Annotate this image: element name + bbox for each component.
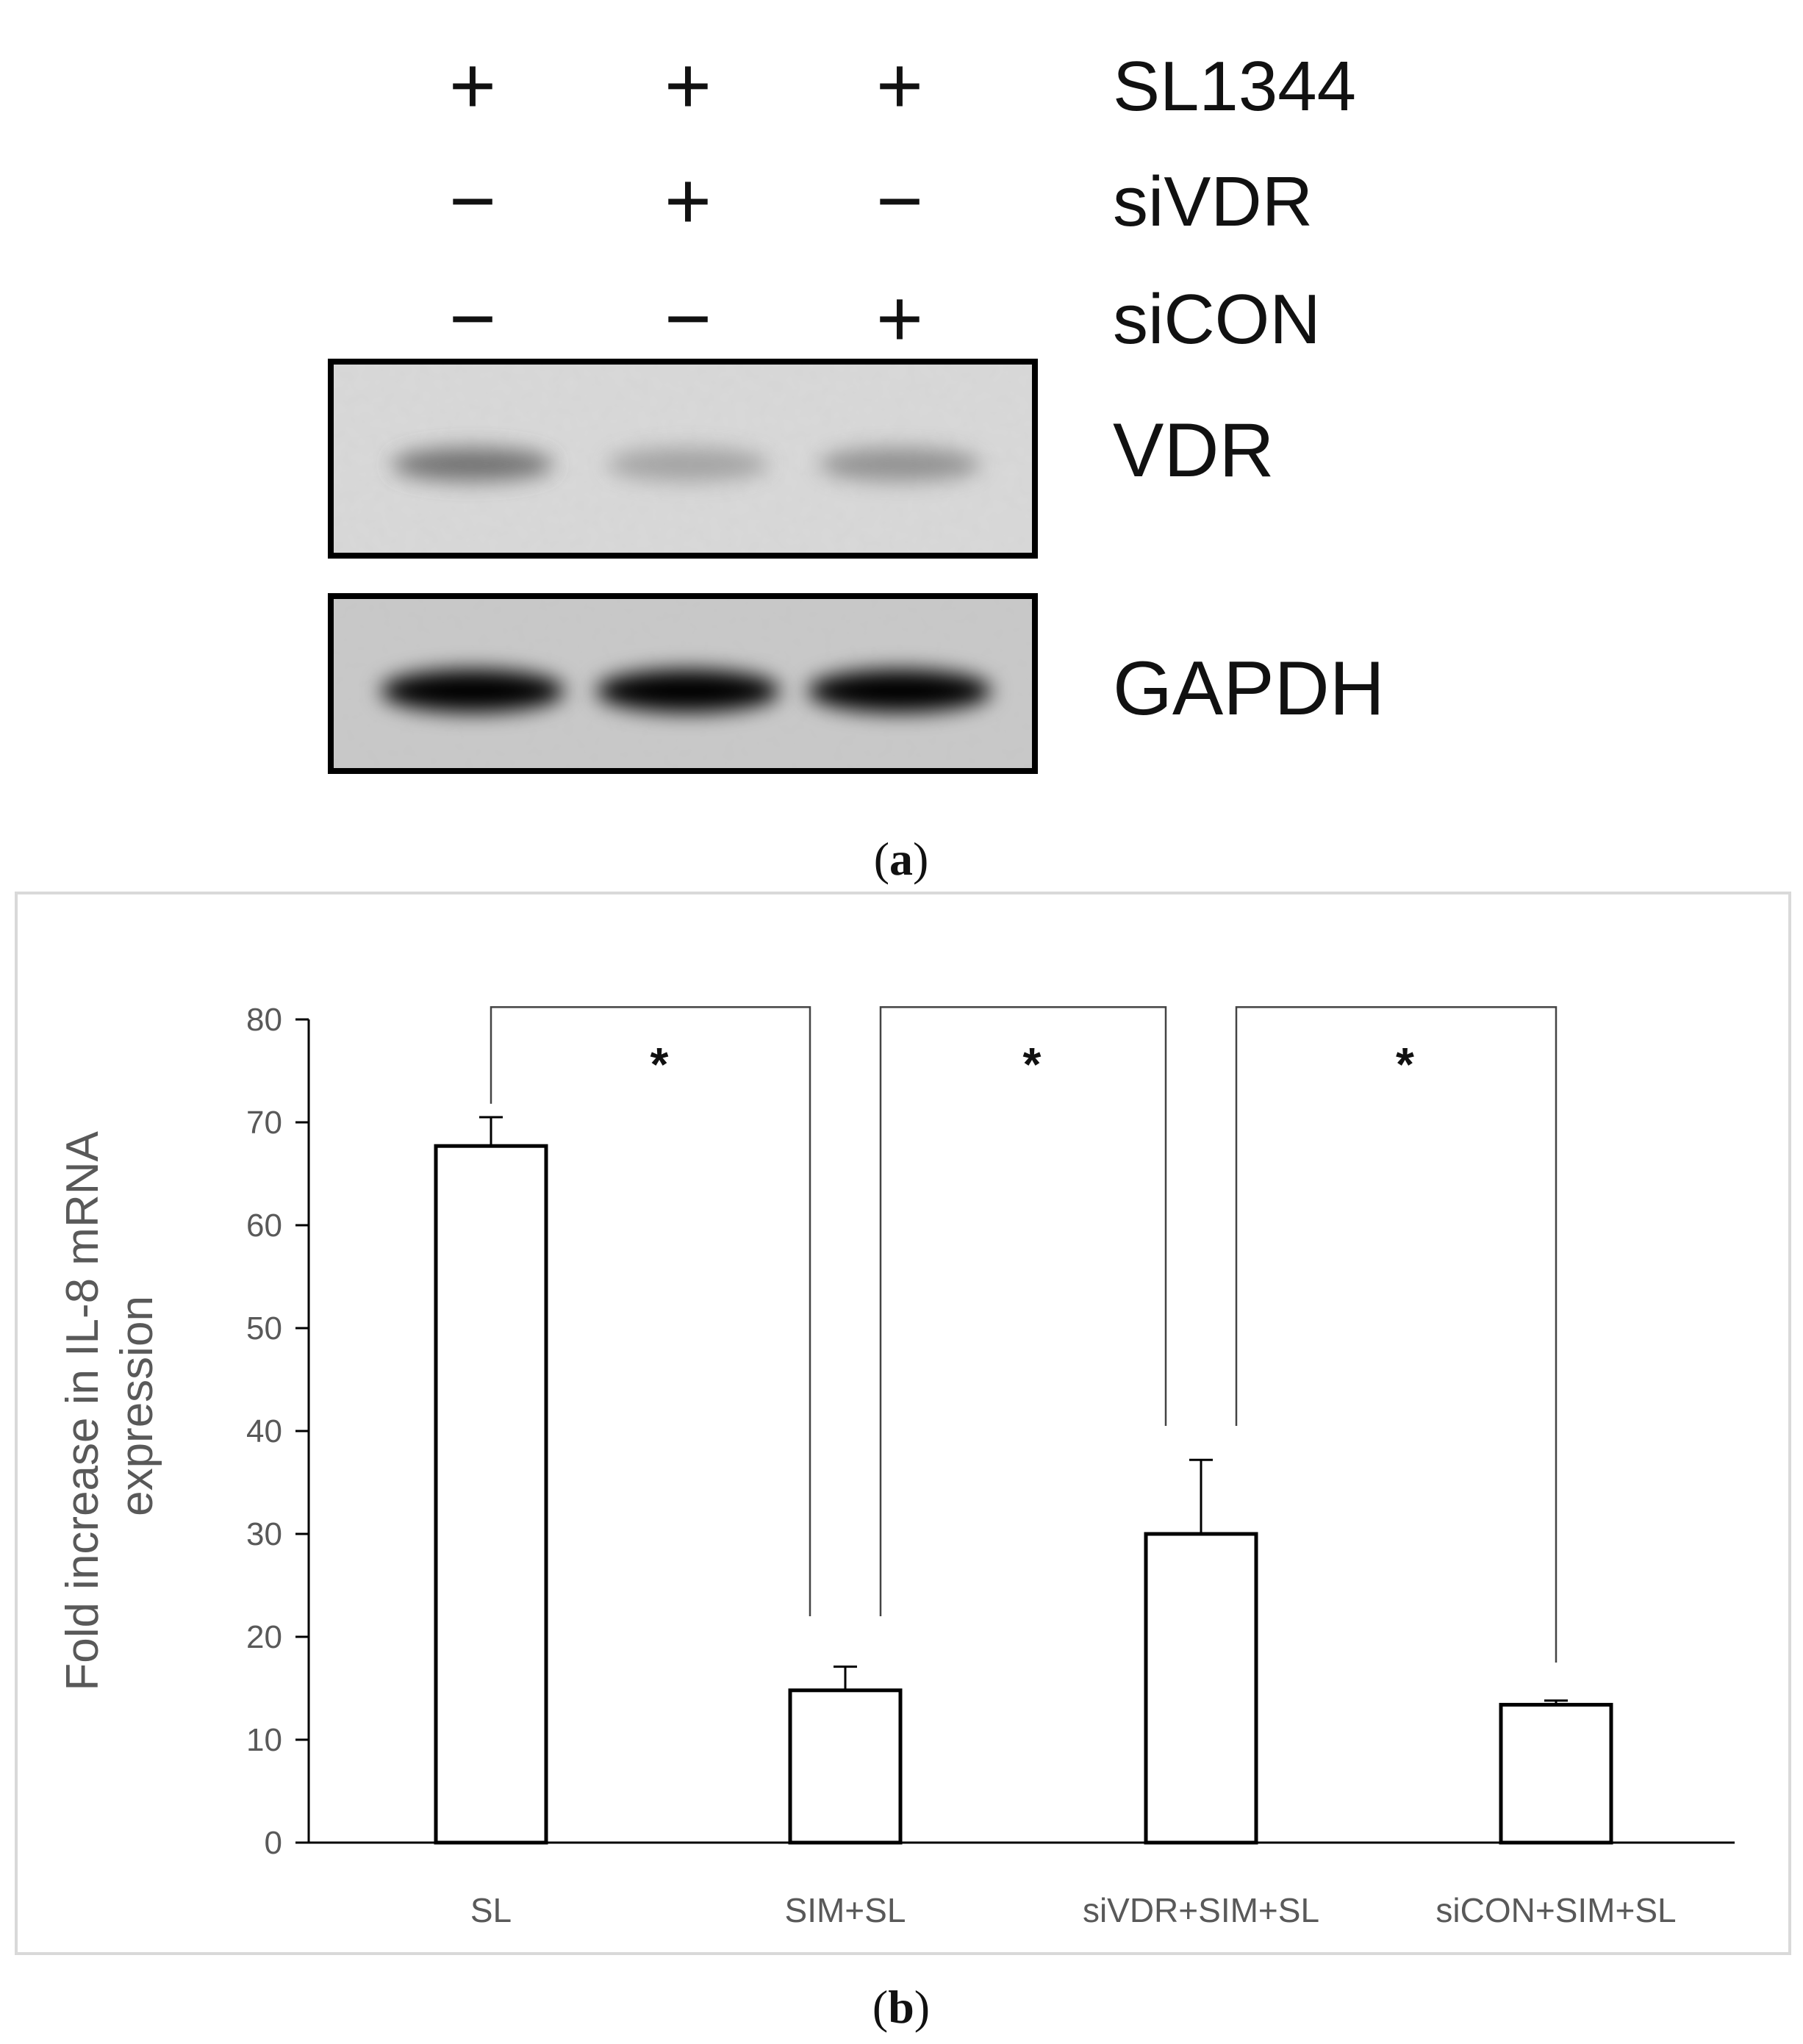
chart-frame bbox=[15, 892, 1791, 1955]
y-tick-label: 10 bbox=[246, 1722, 282, 1758]
y-tick-label: 20 bbox=[246, 1619, 282, 1655]
bar-sim-sl bbox=[788, 1688, 903, 1845]
vdr-band bbox=[819, 448, 981, 481]
gapdh-band bbox=[596, 670, 780, 712]
y-tick-label: 80 bbox=[246, 1002, 282, 1038]
y-tick-label: 60 bbox=[246, 1208, 282, 1244]
condition-sign: − bbox=[449, 273, 496, 364]
x-category-label: SL bbox=[470, 1891, 512, 1929]
x-category-label: siCON+SIM+SL bbox=[1435, 1891, 1676, 1929]
condition-sign: − bbox=[449, 156, 496, 246]
condition-label-sicon: siCON bbox=[1113, 280, 1321, 359]
significance-bracket bbox=[879, 1005, 1167, 1616]
condition-sign: + bbox=[876, 40, 923, 131]
treatment-rows: SL1344 + + + siVDR − + − siCON − − + bbox=[449, 40, 1356, 364]
condition-label-sivdr: siVDR bbox=[1113, 162, 1313, 241]
y-tick-label: 50 bbox=[246, 1310, 282, 1346]
vdr-band bbox=[607, 448, 769, 481]
y-axis-label: Fold increase in IL-8 mRNA expression bbox=[57, 1121, 162, 1690]
y-axis-label-line1: Fold increase in IL-8 mRNA bbox=[57, 1131, 108, 1691]
condition-sign: − bbox=[664, 273, 711, 364]
x-axis: SL SIM+SL siVDR+SIM+SL siCON+SIM+SL bbox=[309, 1841, 1735, 1929]
condition-label-sl1344: SL1344 bbox=[1113, 47, 1356, 126]
gapdh-bands bbox=[381, 670, 992, 712]
y-tick-label: 0 bbox=[265, 1825, 282, 1861]
panel-b-label: (b) bbox=[872, 1981, 930, 2033]
gapdh-band bbox=[808, 670, 992, 712]
condition-sign: + bbox=[876, 273, 923, 364]
x-category-label: SIM+SL bbox=[785, 1891, 906, 1929]
y-tick-label: 70 bbox=[246, 1105, 282, 1141]
condition-sign: − bbox=[876, 156, 923, 246]
bar-sivdr-sim-sl bbox=[1144, 1532, 1258, 1845]
significance-bracket bbox=[1235, 1005, 1558, 1663]
panel-a-label: (a) bbox=[874, 833, 929, 885]
bar-sl bbox=[434, 1144, 548, 1845]
condition-sign: + bbox=[664, 40, 711, 131]
gapdh-blot-label: GAPDH bbox=[1113, 646, 1385, 731]
y-axis: 0 10 20 30 40 50 60 70 80 bbox=[246, 1002, 310, 1861]
gapdh-blot: GAPDH bbox=[328, 593, 1385, 774]
condition-sign: + bbox=[664, 156, 711, 246]
significance-brackets: * * * bbox=[490, 1005, 1558, 1663]
error-bars bbox=[479, 1116, 1568, 1705]
panel-b-bar-chart: 0 10 20 30 40 50 60 70 80 * * * SL SIM+SL siVDR+SIM+… bbox=[15, 892, 1791, 2033]
bar-sicon-sim-sl bbox=[1499, 1702, 1613, 1845]
panel-a-western-blot: SL1344 + + + siVDR − + − siCON − − + VDR GAPDH (a) bbox=[328, 40, 1385, 885]
significance-marker: * bbox=[1396, 1038, 1414, 1091]
significance-marker: * bbox=[650, 1038, 669, 1091]
vdr-bands bbox=[392, 448, 981, 481]
gapdh-band bbox=[381, 670, 564, 712]
vdr-blot-frame bbox=[328, 359, 1038, 559]
significance-bracket bbox=[490, 1005, 811, 1616]
y-tick-label: 30 bbox=[246, 1516, 282, 1552]
y-tick-label: 40 bbox=[246, 1413, 282, 1449]
vdr-band bbox=[392, 448, 553, 481]
vdr-blot-label: VDR bbox=[1113, 408, 1275, 493]
gapdh-blot-frame bbox=[328, 593, 1038, 774]
condition-sign: + bbox=[449, 40, 496, 131]
y-axis-label-line2: expression bbox=[112, 1296, 162, 1516]
significance-marker: * bbox=[1023, 1038, 1042, 1091]
x-category-label: siVDR+SIM+SL bbox=[1083, 1891, 1319, 1929]
vdr-blot: VDR bbox=[328, 359, 1275, 559]
